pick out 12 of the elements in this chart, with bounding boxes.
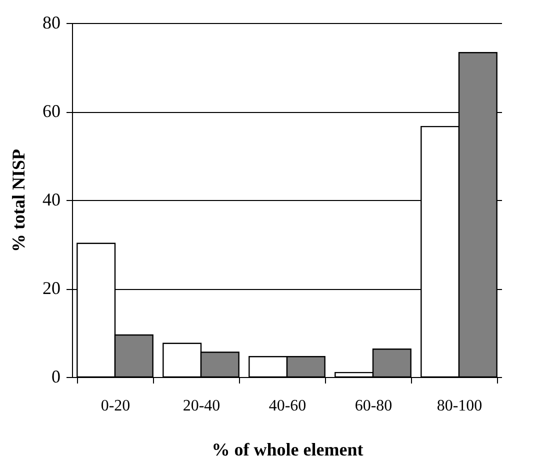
y-axis-title: % total NISP <box>8 148 28 252</box>
x-axis-title: % of whole element <box>212 440 364 460</box>
x-tick-label: 20-40 <box>182 398 220 414</box>
x-tick-label: 80-100 <box>436 398 482 414</box>
x-tick-label: 0-20 <box>100 398 130 414</box>
y-tick-label: 0 <box>52 366 60 386</box>
x-tick-label: 60-80 <box>354 398 392 414</box>
y-tick-label: 80 <box>42 12 60 32</box>
x-tick-label: 40-60 <box>268 398 306 414</box>
y-tick-label: 20 <box>42 278 60 298</box>
y-tick-label: 60 <box>42 101 60 121</box>
y-tick-label: 40 <box>42 190 60 210</box>
